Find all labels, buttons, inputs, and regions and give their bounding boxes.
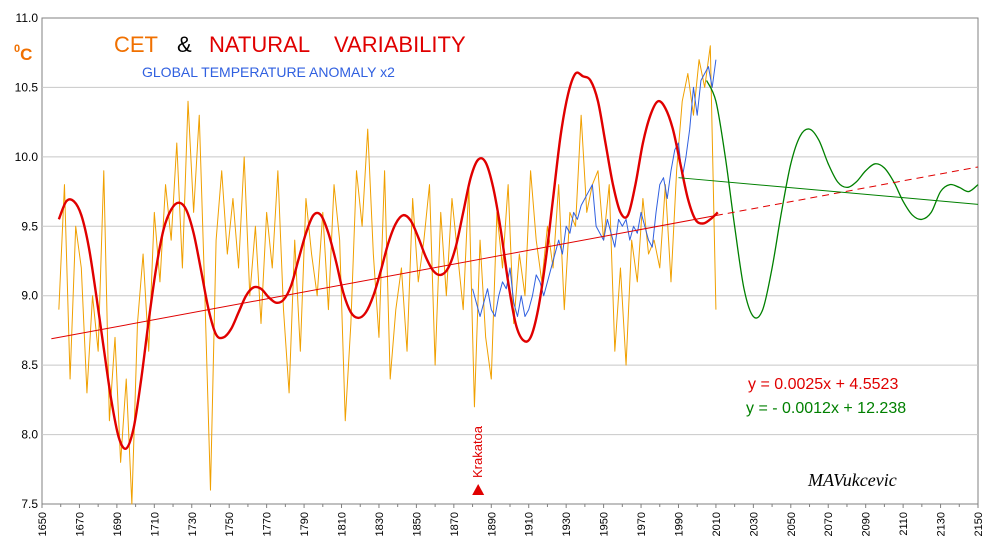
y-tick-label: 11.0 xyxy=(16,11,39,25)
y-tick-label: 7.5 xyxy=(21,497,38,511)
series-natural-variability xyxy=(57,71,719,450)
series-layer xyxy=(57,45,979,505)
unit-main: C xyxy=(20,45,32,64)
x-tick-label: 1750 xyxy=(224,512,236,536)
x-tick-label: 1870 xyxy=(449,512,461,536)
y-tick-label: 10.0 xyxy=(15,150,39,164)
title-variability: VARIABILITY xyxy=(334,32,466,57)
x-tick-label: 1830 xyxy=(374,512,386,536)
x-tick-label: 2030 xyxy=(748,512,760,536)
y-tick-label: 8.0 xyxy=(21,428,38,442)
x-tick-label: 1790 xyxy=(299,512,311,536)
x-tick-label: 2130 xyxy=(936,512,948,536)
x-tick-label: 2010 xyxy=(711,512,723,536)
x-tick-label: 2150 xyxy=(973,512,982,536)
title-ampersand: & xyxy=(177,32,192,57)
signature: MAVukcevic xyxy=(807,470,897,490)
subtitle: GLOBAL TEMPERATURE ANOMALY x2 xyxy=(142,64,395,80)
x-tick-label: 1770 xyxy=(262,512,274,536)
unit-sup: 0 xyxy=(14,43,20,55)
x-tick-label: 1970 xyxy=(636,512,648,536)
x-tick-label: 1710 xyxy=(149,512,161,536)
x-tick-label: 1890 xyxy=(486,512,498,536)
x-tick-label: 1910 xyxy=(524,512,536,536)
y-tick-label: 9.0 xyxy=(21,289,38,303)
series-projection xyxy=(705,80,979,319)
krakatoa-label: Krakatoa xyxy=(470,425,485,478)
x-tick-label: 1930 xyxy=(561,512,573,536)
y-tick-label: 8.5 xyxy=(21,358,38,372)
trendline-red-dashed xyxy=(715,166,979,217)
krakatoa-marker xyxy=(472,484,485,495)
x-tick-label: 1650 xyxy=(37,512,49,536)
equation-green: y = - 0.0012x + 12.238 xyxy=(746,400,906,417)
trendline-red-solid xyxy=(51,215,717,340)
y-tick-label: 9.5 xyxy=(21,219,38,233)
x-tick-label: 1950 xyxy=(599,512,611,536)
x-tick-label: 2110 xyxy=(898,512,910,536)
x-tick-label: 2090 xyxy=(861,512,873,536)
x-tick-label: 1810 xyxy=(337,512,349,536)
series-global-temperature-anomaly-x2 xyxy=(472,59,717,318)
title-cet: CET xyxy=(114,32,158,57)
x-tick-label: 2070 xyxy=(823,512,835,536)
annotation-layer: Krakatoa xyxy=(470,425,485,495)
equation-red: y = 0.0025x + 4.5523 xyxy=(748,376,898,393)
unit-label: 0C xyxy=(14,43,32,64)
plot-area xyxy=(41,17,979,505)
x-tick-label: 1690 xyxy=(112,512,124,536)
x-tick-label: 1670 xyxy=(74,512,86,536)
title-natural: NATURAL xyxy=(209,32,310,57)
x-tick-label: 1850 xyxy=(411,512,423,536)
x-tick-label: 2050 xyxy=(786,512,798,536)
trendline-green xyxy=(678,177,979,205)
trend-layer xyxy=(51,166,979,340)
x-tick-label: 1990 xyxy=(673,512,685,536)
y-tick-label: 10.5 xyxy=(15,80,39,94)
x-tick-label: 1730 xyxy=(187,512,199,536)
